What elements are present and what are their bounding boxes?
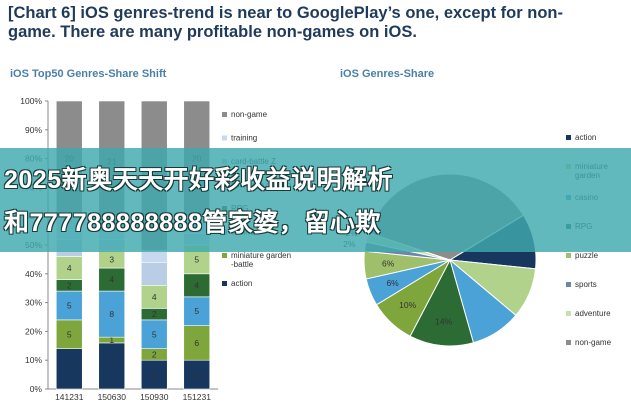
- pie-data-label: 10%: [399, 300, 416, 310]
- bar-data-label: 5: [152, 370, 157, 380]
- bar-segment: [55, 319, 83, 349]
- bar-data-label: 8: [109, 309, 114, 319]
- legend-label: non-game: [231, 110, 268, 119]
- bar-segment: [183, 296, 211, 326]
- bar-data-label: 5: [194, 370, 199, 380]
- legend-label: miniature garden: [231, 251, 291, 260]
- bar-data-label: 4: [194, 280, 199, 290]
- x-tick-label: 141231: [55, 392, 84, 402]
- chart-title-line-1: [Chart 6] iOS genres-trend is near to Go…: [8, 4, 563, 23]
- bar-data-label: 7: [67, 364, 72, 374]
- bar-data-label: 5: [194, 306, 199, 316]
- bar-data-label: 5: [67, 329, 72, 339]
- x-tick-label: 150930: [140, 392, 169, 402]
- y-tick-label: 20%: [25, 326, 42, 336]
- pie-data-label: 6%: [386, 278, 399, 288]
- y-tick-label: 0%: [30, 384, 43, 394]
- legend-label: adventure: [575, 309, 611, 318]
- bar-data-label: 4: [109, 275, 114, 285]
- legend-label: non-game: [575, 338, 612, 347]
- bar-data-label: 1: [109, 335, 114, 345]
- y-tick-label: 90%: [25, 125, 42, 135]
- y-tick-label: 30%: [25, 298, 42, 308]
- legend-swatch: [222, 112, 227, 117]
- legend-swatch: [222, 281, 227, 286]
- x-tick-label: 151231: [183, 392, 212, 402]
- banner-text-line-1: 2025新奥天天开好彩收益说明解析: [4, 166, 394, 194]
- pie-chart-title: iOS Genres-Share: [340, 68, 435, 80]
- legend-swatch: [222, 253, 227, 258]
- pie-slice: [409, 258, 475, 347]
- chart-tag: [Chart 6]: [8, 4, 76, 22]
- legend-swatch: [566, 253, 571, 258]
- legend-label: sports: [575, 280, 597, 289]
- bar-segment: [55, 290, 83, 321]
- legend-swatch: [566, 282, 571, 287]
- y-tick-label: 100%: [20, 96, 42, 106]
- x-tick-label: 150630: [98, 392, 127, 402]
- legend-label: action: [231, 279, 252, 288]
- y-tick-label: 10%: [25, 355, 42, 365]
- bar-segment: [140, 319, 168, 349]
- pie-data-label: 6%: [382, 259, 395, 269]
- legend-swatch: [566, 135, 571, 140]
- bar-segment: [183, 325, 211, 361]
- bar-data-label: 4: [67, 263, 72, 273]
- chart-title-line-2: game. There are many profitable non-game…: [8, 23, 417, 41]
- chart-header: [Chart 6] iOS genres-trend is near to Go…: [0, 0, 631, 46]
- banner-text-line-2: 和777788888888管家婆，留心欺: [4, 209, 381, 237]
- bar-segment: [140, 359, 168, 390]
- legend-swatch: [566, 340, 571, 345]
- bar-data-label: 3: [109, 254, 114, 264]
- legend-swatch: [566, 311, 571, 316]
- bar-segment: [183, 359, 211, 390]
- legend-label: action: [575, 133, 596, 142]
- bar-segment: [98, 290, 126, 338]
- legend-label: puzzle: [575, 251, 599, 260]
- y-tick-label: 40%: [25, 269, 42, 279]
- bar-data-label: 5: [152, 329, 157, 339]
- bar-segment: [55, 348, 83, 390]
- bar-data-label: 5: [67, 300, 72, 310]
- overlay-banner: [0, 148, 631, 252]
- bar-data-label: 2: [152, 349, 157, 359]
- legend-label: -battle: [231, 260, 254, 269]
- bar-data-label: 7: [109, 361, 114, 371]
- bar-data-label: 5: [194, 254, 199, 264]
- bar-data-label: 2: [67, 280, 72, 290]
- bar-segment: [140, 250, 168, 263]
- legend-swatch: [222, 135, 227, 141]
- legend-label: training: [231, 134, 257, 143]
- bar-chart-title: iOS Top50 Genres-Share Shift: [10, 68, 167, 80]
- bar-segment: [98, 342, 126, 390]
- bar-data-label: 2: [152, 309, 157, 319]
- bar-data-label: 6: [194, 338, 199, 348]
- bar-segment: [140, 261, 168, 286]
- bar-data-label: 4: [152, 292, 157, 302]
- chart-title-text-1: iOS genres-trend is near to GooglePlay’s…: [75, 4, 563, 22]
- pie-data-label: 14%: [435, 317, 452, 327]
